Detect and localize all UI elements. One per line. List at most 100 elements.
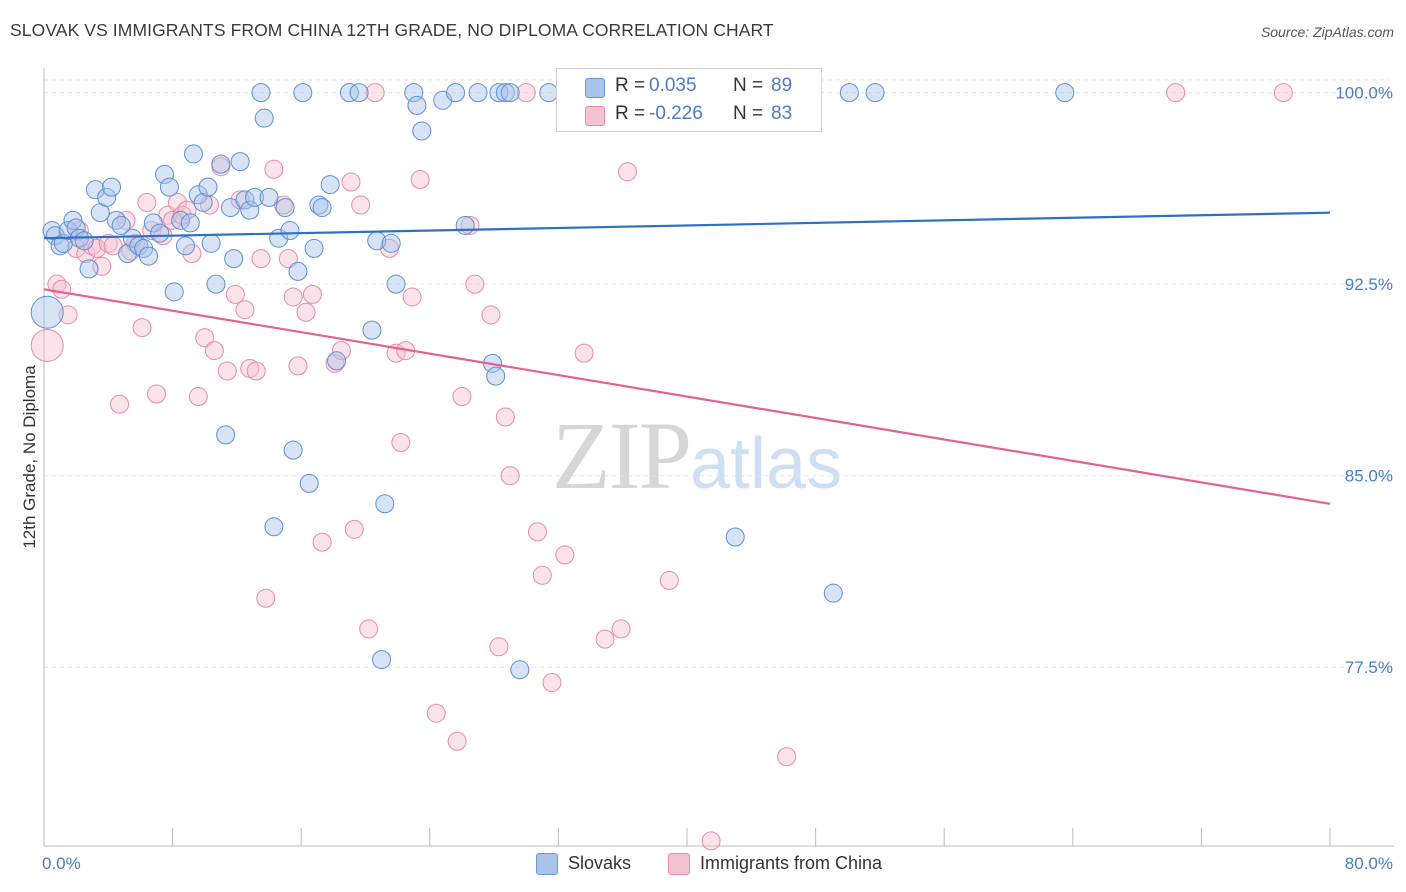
china-point: [331, 341, 351, 361]
china-point: [177, 200, 197, 220]
slovaks-point: [280, 221, 300, 241]
slovaks-point: [150, 223, 170, 243]
china-point: [532, 565, 552, 585]
slovaks-point: [198, 177, 218, 197]
slovaks-point: [211, 154, 231, 174]
china-point: [246, 361, 266, 381]
china-point: [256, 588, 276, 608]
slovaks-point: [288, 261, 308, 281]
china-point: [391, 433, 411, 453]
slovaks-point: [275, 198, 295, 218]
slovaks-point: [259, 187, 279, 207]
slovaks-point: [299, 473, 319, 493]
slovaks-point: [293, 83, 313, 103]
china-point: [777, 747, 797, 767]
china-point: [30, 328, 64, 362]
china-point: [465, 274, 485, 294]
china-point: [137, 192, 157, 212]
slovaks-point: [224, 249, 244, 269]
china-point: [489, 637, 509, 657]
china-point: [402, 287, 422, 307]
slovaks-point: [74, 231, 94, 251]
slovaks-point: [193, 192, 213, 212]
slovaks-point: [102, 177, 122, 197]
china-point: [611, 619, 631, 639]
x-tick-label: 80.0%: [1345, 854, 1393, 873]
china-point: [528, 522, 548, 542]
legend-n-value: 89: [771, 75, 793, 96]
china-point: [365, 83, 385, 103]
china-point: [542, 673, 562, 693]
legend-label-slovaks: Slovaks: [568, 853, 632, 873]
china-point: [195, 328, 215, 348]
china-point: [516, 83, 536, 103]
legend-swatch-china: [585, 106, 605, 126]
china-point: [495, 407, 515, 427]
china-point: [217, 361, 237, 381]
slovaks-point: [500, 83, 520, 103]
slovaks-point: [216, 425, 236, 445]
china-point: [110, 394, 130, 414]
slovaks-point: [446, 83, 466, 103]
slovaks-point: [175, 236, 195, 256]
y-tick-label: 100.0%: [1335, 84, 1393, 103]
china-point: [1166, 83, 1186, 103]
trend-lines: [43, 211, 1331, 505]
china-point: [147, 384, 167, 404]
slovaks-point: [58, 221, 78, 241]
slovaks-point: [468, 83, 488, 103]
legend-n-value: 83: [771, 103, 793, 124]
legend-swatch-slovaks: [585, 78, 605, 98]
china-point: [447, 731, 467, 751]
china-point: [618, 162, 638, 182]
china-point: [288, 356, 308, 376]
slovaks-point: [42, 221, 62, 241]
legend-r-value: -0.226: [649, 103, 703, 124]
slovaks-point: [309, 195, 329, 215]
china-point: [52, 279, 72, 299]
slovaks-point: [349, 83, 369, 103]
china-point: [500, 466, 520, 486]
x-tick-label: 0.0%: [42, 854, 81, 873]
slovaks-point: [362, 320, 382, 340]
slovaks-trend-line: [43, 211, 1331, 240]
slovaks-point: [254, 108, 274, 128]
slovaks-point: [312, 198, 332, 218]
slovaks-point: [386, 274, 406, 294]
slovaks-point: [85, 180, 105, 200]
legend-swatch-china: [668, 853, 690, 875]
china-point: [410, 169, 430, 189]
slovaks-point: [455, 215, 475, 235]
slovaks-point: [180, 213, 200, 233]
china-point: [283, 287, 303, 307]
slovaks-point: [183, 144, 203, 164]
china-point: [204, 341, 224, 361]
slovaks-point: [320, 175, 340, 195]
series-slovaks-points: [30, 83, 1075, 680]
slovaks-point: [159, 177, 179, 197]
slovaks-point: [304, 238, 324, 258]
china-point: [574, 343, 594, 363]
china-point: [264, 159, 284, 179]
slovaks-point: [230, 152, 250, 172]
legend-row-china: R = -0.226 N = 83: [557, 101, 821, 129]
china-point: [188, 387, 208, 407]
slovaks-point: [63, 210, 83, 230]
china-point: [225, 284, 245, 304]
watermark: ZIPatlas: [552, 400, 842, 511]
watermark-zip: ZIP: [552, 402, 692, 509]
slovaks-point: [164, 282, 184, 302]
axes: [43, 68, 1394, 847]
china-point: [296, 302, 316, 322]
slovaks-point: [143, 213, 163, 233]
slovaks-point: [30, 295, 64, 329]
china-point: [278, 249, 298, 269]
slovaks-point: [327, 351, 347, 371]
legend-label-china: Immigrants from China: [700, 853, 883, 873]
slovaks-point: [1055, 83, 1075, 103]
china-point: [302, 284, 322, 304]
slovaks-point: [155, 164, 175, 184]
y-tick-label: 77.5%: [1345, 658, 1393, 677]
axis-labels: 100.0% 92.5% 85.0% 77.5% 0.0% 80.0% 12th Grade…: [20, 84, 1393, 873]
legend-n-label: N =: [733, 103, 764, 124]
